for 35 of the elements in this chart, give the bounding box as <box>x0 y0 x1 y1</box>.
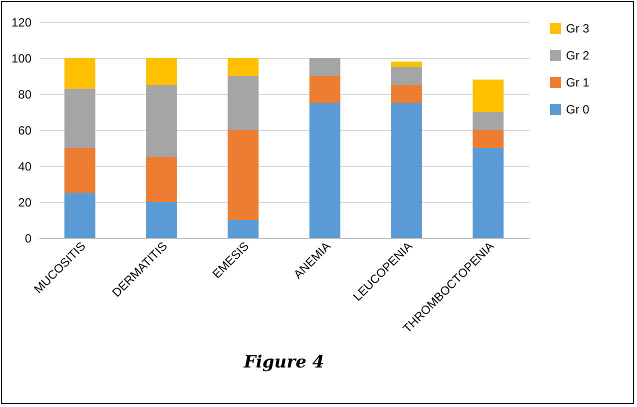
bar <box>472 112 504 130</box>
bar <box>391 103 422 238</box>
legend-label: Gr 1 <box>566 76 590 90</box>
bar <box>228 130 259 220</box>
y-tick-label: 20 <box>18 196 32 210</box>
y-tick-label: 40 <box>18 160 32 174</box>
bar <box>64 193 96 238</box>
bar <box>391 67 422 85</box>
y-tick-label: 60 <box>18 124 32 138</box>
bar <box>146 85 177 157</box>
bar <box>146 157 177 202</box>
bar <box>309 58 340 76</box>
bar <box>228 220 259 238</box>
text: Figure 4 <box>242 352 324 372</box>
bar <box>146 202 177 238</box>
bar <box>64 88 96 148</box>
bar <box>228 58 259 76</box>
legend-label: Gr 3 <box>566 22 590 36</box>
bar <box>228 76 259 130</box>
y-tick-label: 80 <box>18 88 32 102</box>
bar <box>309 76 340 103</box>
bar <box>64 148 96 193</box>
legend-label: Gr 0 <box>566 102 590 116</box>
y-tick-label: 100 <box>11 52 32 66</box>
bar <box>64 58 96 89</box>
bar <box>391 62 422 67</box>
bar <box>146 58 177 85</box>
bar <box>472 80 504 112</box>
y-tick-label: 0 <box>24 232 32 246</box>
bar <box>472 130 504 148</box>
bar <box>391 85 422 103</box>
y-tick-label: 120 <box>11 16 32 30</box>
legend-label: Gr 2 <box>566 48 590 62</box>
bar <box>309 103 340 238</box>
bar <box>472 148 504 238</box>
